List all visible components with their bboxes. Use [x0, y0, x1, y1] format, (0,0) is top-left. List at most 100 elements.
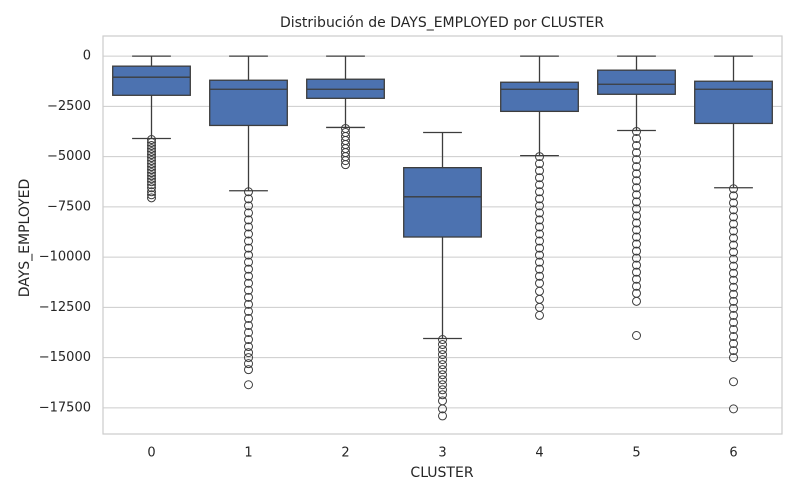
outlier	[632, 331, 641, 341]
outlier	[244, 299, 253, 309]
outlier	[147, 135, 156, 145]
outlier	[147, 144, 156, 154]
box	[112, 65, 191, 96]
outlier	[632, 211, 641, 221]
outlier	[438, 360, 447, 370]
outlier	[147, 180, 156, 190]
outlier	[632, 253, 641, 263]
outlier	[341, 156, 350, 166]
outlier	[535, 201, 544, 211]
outlier	[438, 390, 447, 400]
outlier	[147, 153, 156, 163]
x-tick-label: 4	[535, 446, 543, 461]
outlier	[632, 183, 641, 193]
outlier	[244, 335, 253, 345]
x-tick-label: 1	[244, 446, 252, 461]
box	[597, 69, 676, 95]
outlier	[729, 324, 738, 334]
outlier	[147, 187, 156, 197]
y-tick-label: −10000	[39, 250, 91, 265]
outlier	[729, 339, 738, 349]
outlier	[729, 353, 738, 363]
outlier	[244, 222, 253, 232]
outlier	[244, 359, 253, 369]
outlier	[147, 141, 156, 151]
outlier	[244, 194, 253, 204]
outlier	[632, 232, 641, 242]
x-axis-label: CLUSTER	[410, 465, 473, 481]
outlier	[729, 310, 738, 320]
outlier	[147, 159, 156, 169]
chart-title: Distribución de DAYS_EMPLOYED por CLUSTE…	[280, 15, 604, 31]
outlier	[729, 240, 738, 250]
outlier	[244, 215, 253, 225]
outlier	[729, 233, 738, 243]
outlier	[729, 404, 738, 414]
y-tick-label: −2500	[47, 99, 91, 114]
outlier	[729, 226, 738, 236]
y-tick-label: −15000	[39, 350, 91, 365]
outlier	[535, 236, 544, 246]
outlier	[729, 212, 738, 222]
outlier	[147, 171, 156, 181]
outlier	[535, 250, 544, 260]
outlier	[438, 375, 447, 385]
outlier	[729, 184, 738, 194]
x-tick-label: 6	[729, 446, 737, 461]
outlier	[632, 190, 641, 200]
box	[403, 167, 482, 238]
outlier	[535, 208, 544, 218]
outlier	[244, 380, 253, 390]
x-tick-label: 0	[147, 446, 155, 461]
outlier	[244, 208, 253, 218]
outlier	[632, 260, 641, 270]
outlier	[632, 267, 641, 277]
outlier	[244, 342, 253, 352]
outlier	[632, 155, 641, 165]
outlier	[729, 247, 738, 257]
outlier	[147, 168, 156, 178]
outlier	[632, 218, 641, 228]
outlier	[438, 365, 447, 375]
outlier	[244, 236, 253, 246]
outlier	[729, 377, 738, 387]
outlier	[632, 246, 641, 256]
outlier	[535, 187, 544, 197]
outlier	[244, 187, 253, 197]
y-axis-label: DAYS_EMPLOYED	[17, 179, 33, 298]
outlier	[535, 264, 544, 274]
outlier	[244, 250, 253, 260]
outlier	[535, 215, 544, 225]
plot-frame	[102, 35, 783, 435]
box	[694, 80, 773, 125]
y-tick-label: −17500	[39, 400, 91, 415]
outlier	[244, 353, 253, 363]
outlier	[244, 327, 253, 337]
outlier	[147, 156, 156, 166]
outlier	[438, 355, 447, 365]
outlier	[729, 219, 738, 229]
outlier	[147, 174, 156, 184]
outlier	[244, 271, 253, 281]
outlier	[438, 404, 447, 414]
x-tick-label: 5	[632, 446, 640, 461]
box	[500, 81, 579, 113]
outlier	[535, 222, 544, 232]
outlier	[729, 289, 738, 299]
outlier	[535, 166, 544, 176]
outlier	[729, 282, 738, 292]
outlier	[147, 190, 156, 200]
outlier	[729, 191, 738, 201]
outlier	[147, 183, 156, 193]
outlier	[535, 229, 544, 239]
outlier	[632, 197, 641, 207]
y-tick-label: −5000	[47, 149, 91, 164]
outlier	[147, 177, 156, 187]
outlier	[729, 268, 738, 278]
outlier	[244, 285, 253, 295]
box	[209, 79, 288, 127]
outlier	[632, 281, 641, 291]
outlier	[147, 162, 156, 172]
outlier	[632, 274, 641, 284]
outlier	[244, 201, 253, 211]
